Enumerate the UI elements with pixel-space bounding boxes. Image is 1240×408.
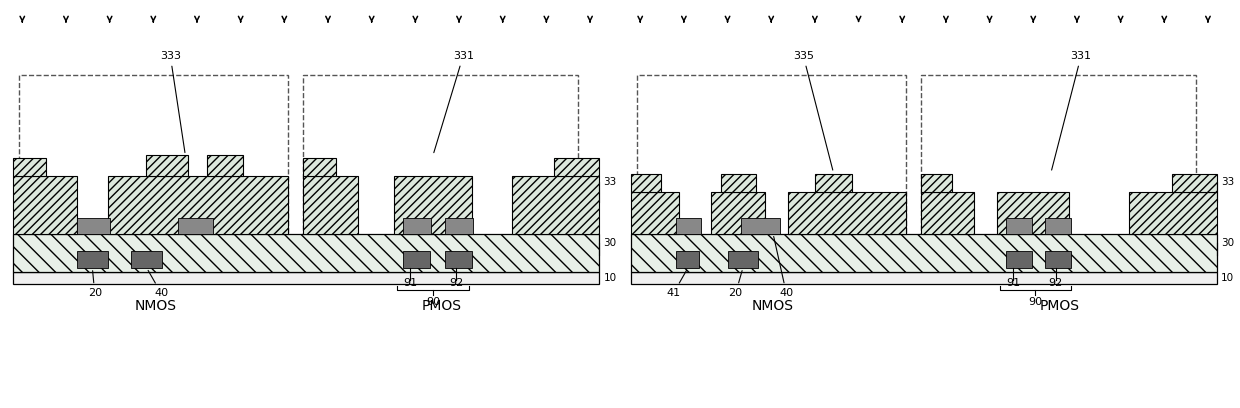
Bar <box>207 155 243 176</box>
Text: 91: 91 <box>1007 278 1021 288</box>
Bar <box>14 176 77 234</box>
Text: 33: 33 <box>604 177 616 187</box>
Text: 33: 33 <box>1221 177 1235 187</box>
Bar <box>20 75 288 273</box>
Text: 90: 90 <box>427 297 440 307</box>
Bar <box>631 192 680 234</box>
Bar <box>179 218 213 234</box>
Bar <box>303 158 336 176</box>
Bar <box>637 75 906 273</box>
Bar <box>921 192 975 234</box>
Bar <box>742 218 780 234</box>
Bar <box>1172 174 1216 192</box>
Bar <box>14 158 46 176</box>
Bar <box>789 192 906 234</box>
Text: 10: 10 <box>1221 273 1234 283</box>
Bar <box>921 174 952 192</box>
Bar <box>1045 218 1071 234</box>
Bar <box>303 176 357 234</box>
Bar <box>77 218 110 234</box>
Text: 333: 333 <box>160 51 185 153</box>
Text: 20: 20 <box>88 271 102 298</box>
Bar <box>1130 192 1216 234</box>
Bar <box>303 75 578 273</box>
Bar <box>728 251 758 268</box>
Text: 20: 20 <box>729 271 743 298</box>
Text: 40: 40 <box>774 237 794 298</box>
Text: 40: 40 <box>148 271 169 298</box>
Bar <box>554 158 599 176</box>
Bar <box>720 174 755 192</box>
Text: 91: 91 <box>403 278 417 288</box>
Bar <box>631 234 1216 272</box>
Text: 30: 30 <box>604 237 616 248</box>
Bar <box>997 192 1069 234</box>
Bar <box>921 75 1195 273</box>
Bar <box>108 176 288 234</box>
Text: 90: 90 <box>1028 297 1043 307</box>
Bar <box>146 155 188 176</box>
Text: 41: 41 <box>666 271 687 298</box>
Bar <box>677 251 699 268</box>
Bar <box>14 272 599 284</box>
Text: 92: 92 <box>1049 278 1063 288</box>
Bar <box>77 251 108 268</box>
Bar <box>403 251 430 268</box>
Text: PMOS: PMOS <box>1040 299 1080 313</box>
Text: 335: 335 <box>792 51 833 170</box>
Bar <box>712 192 765 234</box>
Bar <box>512 176 599 234</box>
Bar <box>14 234 599 272</box>
Bar <box>445 251 472 268</box>
Text: 92: 92 <box>449 278 463 288</box>
Text: 30: 30 <box>1221 237 1234 248</box>
Bar <box>816 174 852 192</box>
Text: 10: 10 <box>604 273 616 283</box>
Text: 331: 331 <box>434 51 474 153</box>
Bar <box>677 218 701 234</box>
Bar <box>1006 251 1032 268</box>
Bar <box>445 218 474 234</box>
Text: NMOS: NMOS <box>753 299 794 313</box>
Text: 331: 331 <box>1052 51 1091 170</box>
Bar <box>1006 218 1032 234</box>
Text: PMOS: PMOS <box>422 299 463 313</box>
Bar <box>131 251 162 268</box>
Bar <box>1045 251 1071 268</box>
Bar <box>403 218 432 234</box>
Text: NMOS: NMOS <box>134 299 176 313</box>
Bar <box>394 176 472 234</box>
Bar <box>631 272 1216 284</box>
Bar <box>631 174 661 192</box>
